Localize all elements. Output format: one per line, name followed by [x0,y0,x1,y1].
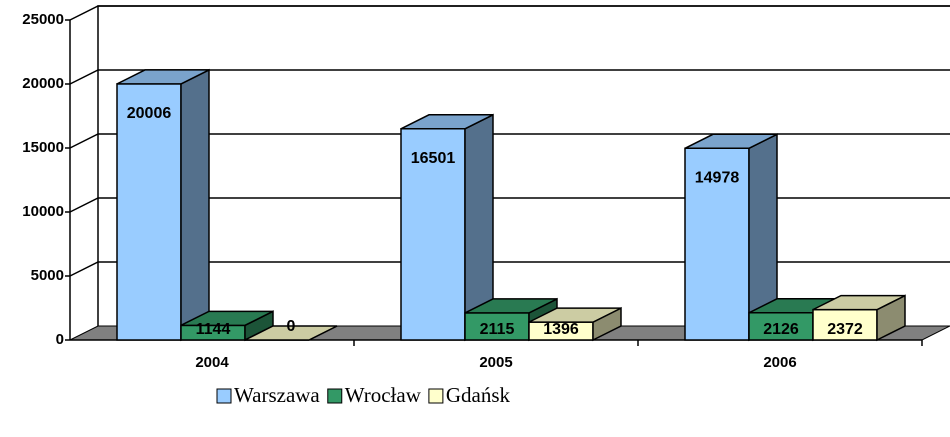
bar-top [812,294,906,311]
x-tick-label: 2004 [195,354,229,371]
data-label: 1396 [543,321,579,338]
bar [812,294,906,342]
data-label: 20006 [127,105,172,122]
legend-swatch [216,388,232,404]
bar-top [684,133,778,150]
y-tick-label: 5000 [31,267,64,284]
bar-front [116,83,182,341]
grid-line [69,133,950,149]
grid-line [69,261,950,277]
data-label: 16501 [411,150,456,167]
data-label: 2115 [480,321,515,338]
bar-top [464,298,558,314]
legend-label: Gdańsk [446,383,511,407]
y-tick-label: 20000 [22,75,64,92]
bar [528,306,622,342]
y-tick-label: 25000 [22,11,64,28]
grid-line [69,197,950,213]
bar [400,113,494,342]
data-label: 2372 [827,321,863,338]
legend-swatch [327,388,343,404]
data-label: 1144 [196,321,231,338]
bar [684,133,778,342]
x-tick-label: 2005 [479,354,512,371]
bar-top [244,325,338,341]
data-label: 0 [287,318,296,335]
bar [180,310,274,342]
legend-label: Warszawa [234,383,320,407]
y-tick-label: 0 [56,331,64,348]
legend-label: Wrocław [345,383,422,407]
bar-top [180,310,274,327]
bar [244,325,338,341]
bar-side [180,68,210,342]
bar-top [528,307,622,323]
bar [116,68,210,342]
y-tick-label: 15000 [22,139,64,156]
y-tick-label: 10000 [22,203,64,220]
data-label: 2126 [763,321,799,338]
grid-line [69,5,950,21]
grid-line [69,69,950,85]
back-wall [97,5,950,326]
bar-top [116,69,210,85]
data-label: 14978 [695,170,740,187]
x-tick-label: 2006 [763,354,796,371]
bar-top [400,114,494,130]
legend-swatch [428,388,444,404]
